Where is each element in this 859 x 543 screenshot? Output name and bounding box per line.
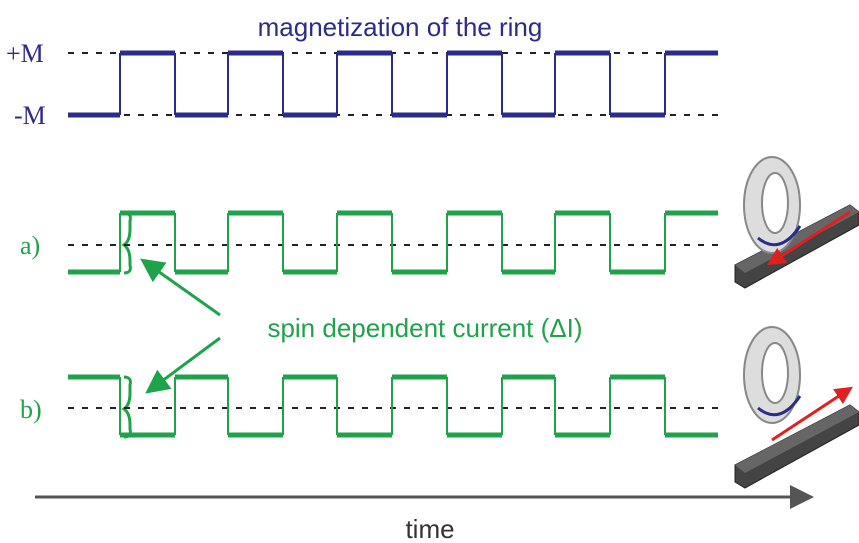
device-a xyxy=(735,157,859,288)
diagram: magnetization of the ring +M -M a) b) sp… xyxy=(0,0,859,543)
trace-a-label: a) xyxy=(20,231,40,260)
annotation: spin dependent current (ΔI) xyxy=(267,313,582,343)
device-b xyxy=(735,327,859,488)
title: magnetization of the ring xyxy=(258,12,543,42)
pointer-arrow xyxy=(150,338,220,390)
axis-label: time xyxy=(405,514,454,543)
brace xyxy=(124,213,130,273)
minus-label: -M xyxy=(14,101,46,130)
plus-label: +M xyxy=(6,39,44,68)
trace-b-label: b) xyxy=(20,395,42,424)
